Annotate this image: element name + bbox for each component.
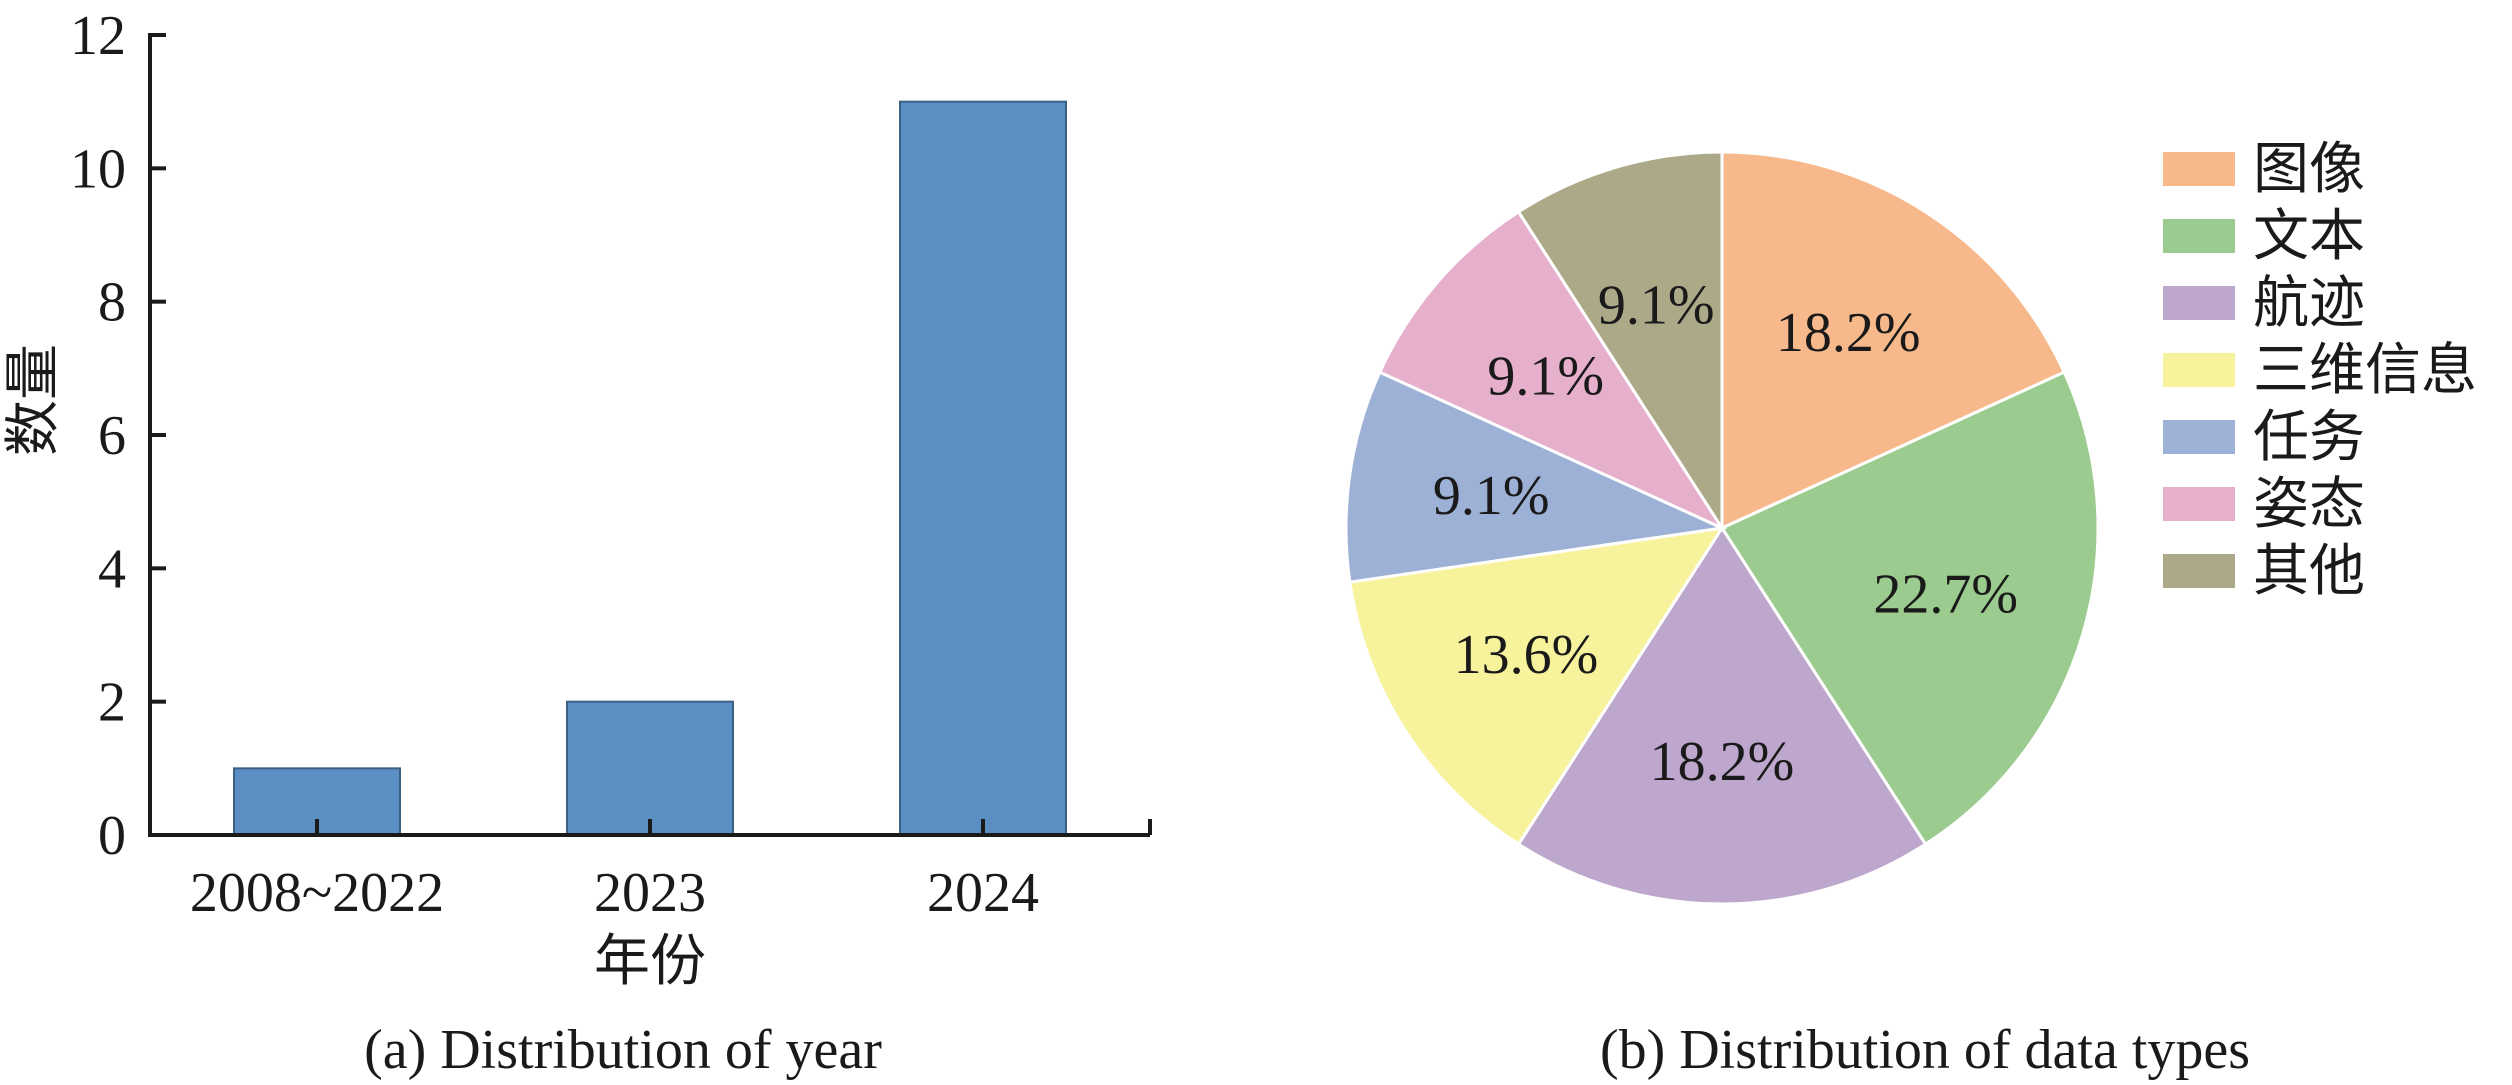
pie-slice: [1348, 526, 1726, 847]
pie-slice: [1720, 150, 2067, 531]
pie-slice-label: 18.2%: [1650, 731, 1795, 793]
pie-slice-label: 9.1%: [1598, 274, 1715, 336]
legend-swatch: [2163, 554, 2235, 588]
pie-labels: 18.2% 22.7% 18.2% 13.6% 9.1% 9.1% 9.1%: [1433, 274, 2018, 793]
legend-swatch: [2163, 152, 2235, 186]
pie-slice-label: 9.1%: [1433, 465, 1550, 527]
pie-slice-label: 18.2%: [1776, 302, 1921, 364]
pie-slice: [1377, 209, 1727, 532]
bar-y-tick-label: 2: [98, 672, 126, 734]
legend-label: 图像: [2253, 139, 2365, 201]
legend-swatch: [2163, 487, 2235, 521]
pie-slices: [1344, 150, 2100, 906]
bar-y-tick-label: 12: [70, 5, 126, 67]
pie-chart-caption: (b) Distribution of data types: [1600, 1019, 2250, 1081]
bar-x-tick-label: 2024: [927, 862, 1039, 924]
pie-slice-label: 22.7%: [1873, 564, 2018, 626]
pie-slice: [1344, 370, 1728, 584]
legend-label: 姿态: [2253, 474, 2365, 536]
legend-label: 其他: [2253, 541, 2365, 603]
legend-swatch: [2163, 420, 2235, 454]
pie-chart: 18.2% 22.7% 18.2% 13.6% 9.1% 9.1% 9.1% 图像文本航迹三…: [1344, 139, 2477, 1081]
legend-label: 文本: [2253, 206, 2365, 268]
bar-y-axis-label: 数量: [3, 344, 65, 456]
bar-y-tick-label: 0: [98, 805, 126, 867]
legend-label: 任务: [2253, 407, 2365, 469]
bar: [566, 700, 734, 837]
bar-chart: 0 2 4 6 8 10 12 2008~2022 2023 2024 数量 年份 (a) Dis…: [3, 5, 1152, 1081]
bar: [899, 100, 1067, 836]
legend-swatch: [2163, 286, 2235, 320]
bar-marks: [233, 100, 1067, 837]
pie-slice: [1516, 525, 1928, 906]
pie-slice: [1516, 150, 1724, 534]
bar-chart-caption: (a) Distribution of year: [364, 1019, 882, 1081]
pie-slice-label: 13.6%: [1454, 624, 1599, 686]
bar-axes: 0 2 4 6 8 10 12 2008~2022 2023 2024: [70, 5, 1152, 924]
bar-x-tick-label: 2008~2022: [190, 862, 444, 924]
bar-y-tick-label: 4: [98, 538, 126, 600]
legend-label: 航迹: [2253, 273, 2365, 335]
legend-swatch: [2163, 353, 2235, 387]
legend-swatch: [2163, 219, 2235, 253]
bar-y-tick-label: 10: [70, 138, 126, 200]
pie-slice: [1719, 370, 2100, 847]
bar-x-axis-label: 年份: [594, 931, 706, 993]
bar-x-tick-label: 2023: [594, 862, 706, 924]
bar-y-tick-label: 8: [98, 272, 126, 334]
legend-label: 三维信息: [2253, 340, 2477, 402]
bar-y-tick-label: 6: [98, 405, 126, 467]
pie-slice-label: 9.1%: [1487, 345, 1604, 407]
